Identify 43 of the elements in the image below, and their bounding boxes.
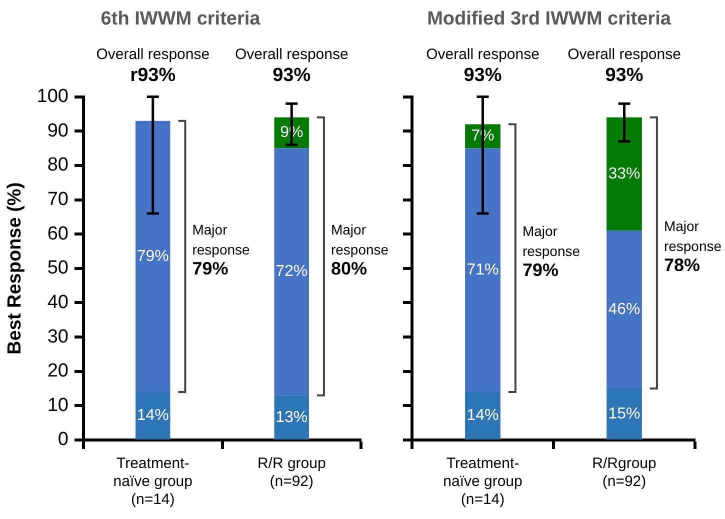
data-label: 72% — [276, 263, 308, 280]
y-tick-label: 80 — [47, 154, 68, 176]
bar — [465, 148, 500, 392]
annotation: Major response 78% — [664, 218, 722, 275]
y-tick-label: 90 — [47, 120, 68, 142]
data-label: 79% — [136, 248, 169, 265]
data-label: 13% — [276, 408, 308, 426]
data-label: 33% — [608, 165, 640, 182]
annotation: Major response 79% — [522, 223, 580, 280]
y-tick-label: 20 — [47, 360, 68, 382]
y-tick-label: 60 — [47, 223, 68, 244]
y-tick-label: 50 — [47, 258, 68, 279]
bar — [465, 392, 500, 440]
bar — [274, 148, 309, 396]
y-tick-label: 30 — [47, 326, 68, 348]
data-label: 71% — [466, 262, 499, 279]
text: Overall response 93% — [426, 46, 540, 86]
y-axis-title: Best Response (%) — [4, 182, 26, 354]
x-tick-label: Treatment- naïve group (n=14) — [113, 455, 192, 508]
text: Overall response r93% — [96, 46, 210, 86]
annotation: Major response 79% — [192, 221, 250, 278]
x-tick-label: R/Rgroup (n=92) — [592, 455, 656, 490]
y-tick-label: 70 — [47, 188, 68, 210]
bar — [606, 230, 642, 389]
y-tick-label: 10 — [47, 394, 68, 416]
data-label: 14% — [136, 407, 169, 424]
bar — [136, 392, 170, 440]
bar — [136, 120, 170, 392]
y-tick-label: 100 — [36, 86, 68, 108]
x-tick-label: R/R group (n=92) — [257, 455, 326, 490]
text: Overall response 93% — [234, 46, 348, 86]
text: Overall response 93% — [568, 46, 681, 86]
bar — [606, 117, 642, 231]
bar — [606, 388, 642, 440]
chart-title: 6th IWWM criteria — [100, 8, 261, 30]
y-tick-label: 0 — [58, 429, 68, 450]
chart-title: Modified 3rd IWWM criteria — [427, 8, 672, 30]
x-tick-label: Treatment- naïve group (n=14) — [443, 455, 522, 508]
data-label: 14% — [466, 407, 499, 424]
data-label: 15% — [608, 405, 640, 422]
y-tick-label: 40 — [47, 292, 68, 313]
data-label: 46% — [608, 300, 640, 318]
annotation: Major response 80% — [330, 221, 389, 278]
